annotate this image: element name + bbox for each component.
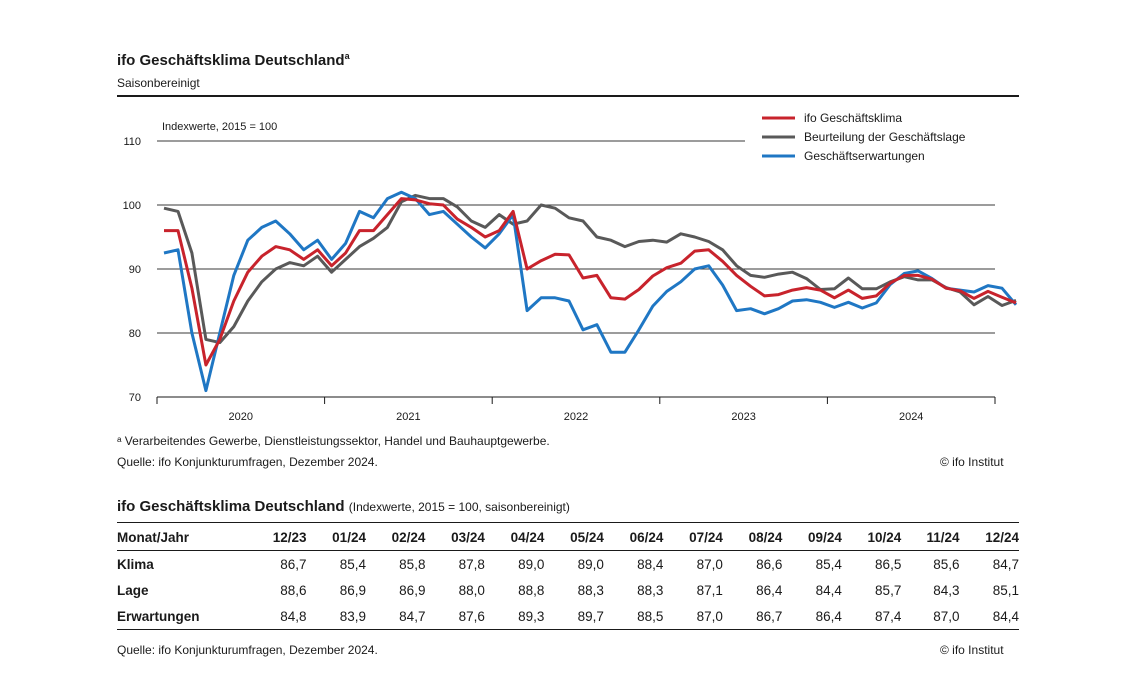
y-tick-label: 70 bbox=[129, 392, 141, 404]
table-cell: 86,9 bbox=[399, 582, 426, 598]
table-header-month: 07/24 bbox=[663, 524, 723, 551]
table-header-month: 06/24 bbox=[603, 524, 664, 551]
table-cell: 87,4 bbox=[841, 603, 902, 630]
table-row-label: Lage bbox=[117, 582, 149, 598]
table-cell: 84,3 bbox=[933, 582, 960, 598]
table-cell: 86,5 bbox=[875, 556, 902, 572]
series-line bbox=[163, 193, 1017, 345]
table-cell: 87,6 bbox=[425, 603, 485, 630]
top-divider bbox=[117, 95, 1019, 97]
chart-title-text: ifo Geschäftsklima Deutschland bbox=[117, 52, 345, 69]
table-cell: 89,7 bbox=[544, 603, 604, 630]
table-header-month: 04/24 bbox=[484, 524, 545, 551]
table-header-month: 05/24 bbox=[544, 524, 604, 551]
table-cell: 84,4 bbox=[959, 603, 1019, 630]
table-cell: 89,0 bbox=[577, 556, 604, 572]
chart-series bbox=[163, 190, 1018, 393]
table-cell: 87,8 bbox=[458, 556, 485, 572]
chart-source: Quelle: ifo Konjunkturumfragen, Dezember… bbox=[117, 455, 378, 469]
table-cell: 85,7 bbox=[875, 582, 902, 598]
table-cell: 84,8 bbox=[247, 603, 307, 630]
table-cell: 85,8 bbox=[399, 556, 426, 572]
table-cell: 85,1 bbox=[992, 582, 1019, 598]
table-cell: 84,7 bbox=[992, 556, 1019, 572]
table-cell: 87,0 bbox=[901, 603, 960, 630]
table-header-row: Monat/Jahr 12/23 01/24 02/24 03/24 04/24 05/24… bbox=[117, 524, 1019, 551]
chart-title: ifo Geschäftsklima Deutschlanda bbox=[117, 51, 350, 69]
table-title: ifo Geschäftsklima Deutschland (Indexwer… bbox=[117, 498, 570, 515]
data-table: Monat/Jahr 12/23 01/24 02/24 03/24 04/24 05/24… bbox=[117, 524, 1019, 630]
table-cell: 88,5 bbox=[603, 603, 664, 630]
table-cell: 88,4 bbox=[637, 556, 664, 572]
table-cell: 89,0 bbox=[518, 556, 545, 572]
table-top-divider bbox=[117, 522, 1019, 523]
table-cell: 87,1 bbox=[696, 582, 723, 598]
footnote: ᵃ Verarbeitendes Gewerbe, Dienstleistung… bbox=[117, 434, 550, 448]
legend-label: ifo Geschäftsklima bbox=[804, 111, 902, 125]
table-header-month: 01/24 bbox=[306, 524, 366, 551]
x-tick-label: 2024 bbox=[899, 411, 923, 423]
table-row: Klima 86,7 85,4 85,8 87,8 89,0 89,0 88,4 87,0 86,… bbox=[117, 551, 1019, 578]
x-tick-label: 2022 bbox=[564, 411, 588, 423]
table-header-month: 12/24 bbox=[959, 524, 1019, 551]
table-cell: 87,0 bbox=[696, 556, 723, 572]
table-source: Quelle: ifo Konjunkturumfragen, Dezember… bbox=[117, 643, 378, 657]
table-header-month: 08/24 bbox=[722, 524, 783, 551]
y-tick-label: 80 bbox=[129, 328, 141, 340]
legend-label: Beurteilung der Geschäftslage bbox=[804, 130, 966, 144]
table-cell: 86,7 bbox=[722, 603, 783, 630]
table-cell: 86,4 bbox=[782, 603, 842, 630]
table-row: Lage 88,6 86,9 86,9 88,0 88,8 88,3 88,3 87,1 86,4… bbox=[117, 577, 1019, 603]
table-cell: 88,3 bbox=[577, 582, 604, 598]
table-cell: 85,4 bbox=[339, 556, 366, 572]
chart-legend: ifo Geschäftsklima Beurteilung der Geschä… bbox=[762, 111, 966, 163]
table-header-month: 11/24 bbox=[901, 524, 960, 551]
table-cell: 87,0 bbox=[663, 603, 723, 630]
y-tick-label: 100 bbox=[123, 200, 141, 212]
table-cell: 86,7 bbox=[280, 556, 307, 572]
chart-title-footnote-mark: a bbox=[344, 51, 350, 61]
table-header-month: 10/24 bbox=[841, 524, 902, 551]
x-tick-label: 2023 bbox=[731, 411, 755, 423]
y-axis-label: Indexwerte, 2015 = 100 bbox=[162, 121, 277, 133]
table-header-month: 09/24 bbox=[782, 524, 842, 551]
legend-label: Geschäftserwartungen bbox=[804, 149, 925, 163]
series-line bbox=[164, 197, 1017, 367]
table-header-month: 03/24 bbox=[425, 524, 485, 551]
series-line bbox=[163, 190, 1018, 393]
line-chart: 70 80 90 100 110 2020 2021 2022 2023 2024 Indexwe… bbox=[123, 111, 1018, 423]
chart-axes: 70 80 90 100 110 2020 2021 2022 2023 2024 bbox=[123, 136, 996, 423]
table-cell: 85,6 bbox=[933, 556, 960, 572]
table-header-month: 12/23 bbox=[247, 524, 307, 551]
table-cell: 84,7 bbox=[365, 603, 426, 630]
table-cell: 88,6 bbox=[280, 582, 307, 598]
table-cell: 84,4 bbox=[815, 582, 842, 598]
table-row-label: Klima bbox=[117, 556, 154, 572]
table-row: Erwartungen 84,8 83,9 84,7 87,6 89,3 89,7 88,5 8… bbox=[117, 603, 1019, 630]
x-tick-label: 2020 bbox=[229, 411, 253, 423]
y-tick-label: 110 bbox=[123, 136, 141, 148]
x-tick-label: 2021 bbox=[396, 411, 420, 423]
table-header-label: Monat/Jahr bbox=[117, 524, 247, 551]
table-subtitle: (Indexwerte, 2015 = 100, saisonbereinigt… bbox=[348, 500, 570, 514]
table-body: Klima 86,7 85,4 85,8 87,8 89,0 89,0 88,4 87,0 86,… bbox=[117, 551, 1019, 630]
table-cell: 86,9 bbox=[339, 582, 366, 598]
table-cell: 88,3 bbox=[637, 582, 664, 598]
y-tick-label: 90 bbox=[129, 264, 141, 276]
table-cell: 89,3 bbox=[484, 603, 545, 630]
table-copyright: © ifo Institut bbox=[940, 643, 1004, 657]
chart-subtitle: Saisonbereinigt bbox=[117, 76, 200, 90]
chart-grid bbox=[157, 140, 995, 334]
table-title-text: ifo Geschäftsklima Deutschland bbox=[117, 498, 345, 515]
table-header-month: 02/24 bbox=[365, 524, 426, 551]
chart-copyright: © ifo Institut bbox=[940, 455, 1004, 469]
table-cell: 88,0 bbox=[458, 582, 485, 598]
table-cell: 83,9 bbox=[306, 603, 366, 630]
table-cell: 85,4 bbox=[815, 556, 842, 572]
table-row-label: Erwartungen bbox=[117, 603, 247, 630]
table-cell: 88,8 bbox=[518, 582, 545, 598]
table-cell: 86,4 bbox=[756, 582, 783, 598]
table-cell: 86,6 bbox=[756, 556, 783, 572]
